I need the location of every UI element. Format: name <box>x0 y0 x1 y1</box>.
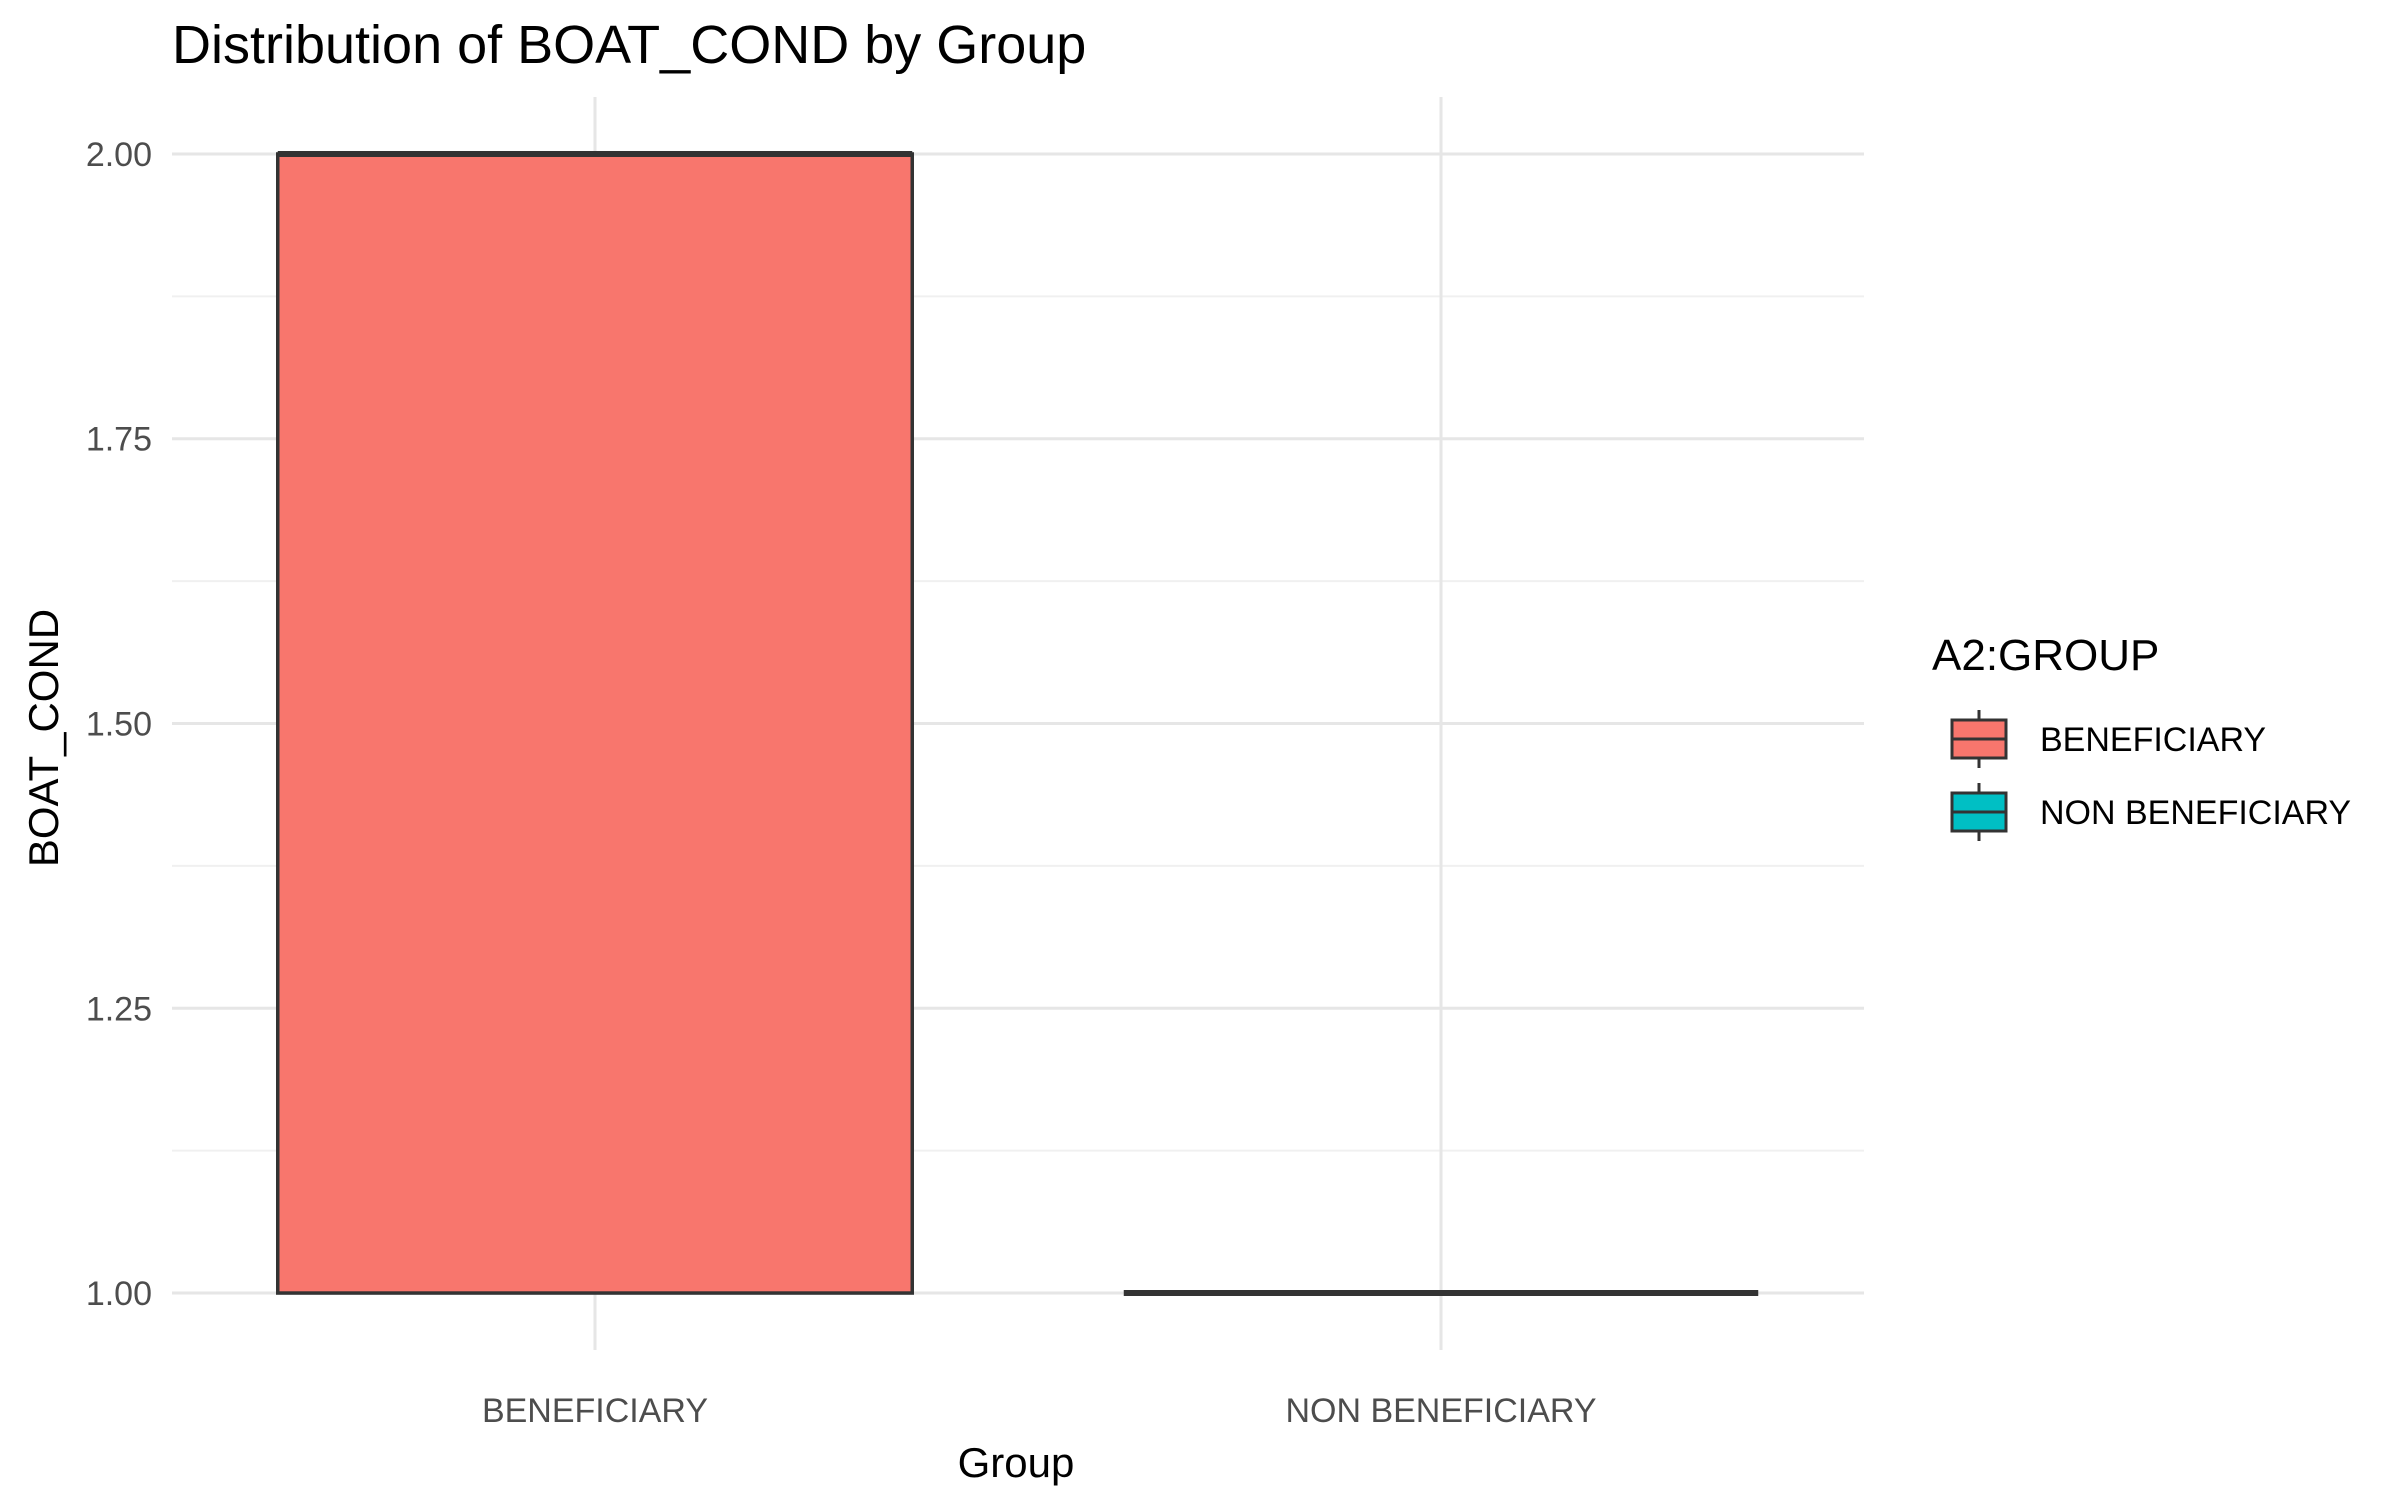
legend-title: A2:GROUP <box>1932 631 2159 680</box>
box-beneficiary <box>276 152 914 1295</box>
legend-label: BENEFICIARY <box>2040 721 2266 759</box>
y-axis-ticks: 1.00 1.25 1.50 1.75 2.00 <box>86 136 152 1313</box>
legend-entry: NON BENEFICIARY <box>1950 783 2351 841</box>
legend: A2:GROUP BENEFICIARY NON BENEFICIARY <box>1932 631 2351 841</box>
y-tick-label: 1.25 <box>86 990 152 1028</box>
legend-entry: BENEFICIARY <box>1950 710 2266 768</box>
x-axis-ticks: BENEFICIARY NON BENEFICIARY <box>482 1392 1597 1430</box>
x-axis-title: Group <box>958 1439 1075 1486</box>
chart-title: Distribution of BOAT_COND by Group <box>172 15 1086 75</box>
y-axis-title: BOAT_COND <box>20 609 67 867</box>
y-tick-label: 1.75 <box>86 421 152 459</box>
x-tick-label: NON BENEFICIARY <box>1285 1392 1596 1430</box>
boxes <box>276 150 1759 1297</box>
y-tick-label: 1.00 <box>86 1275 152 1313</box>
y-tick-label: 1.50 <box>86 706 152 744</box>
x-tick-label: BENEFICIARY <box>482 1392 708 1430</box>
legend-label: NON BENEFICIARY <box>2040 794 2351 832</box>
y-tick-label: 2.00 <box>86 136 152 174</box>
